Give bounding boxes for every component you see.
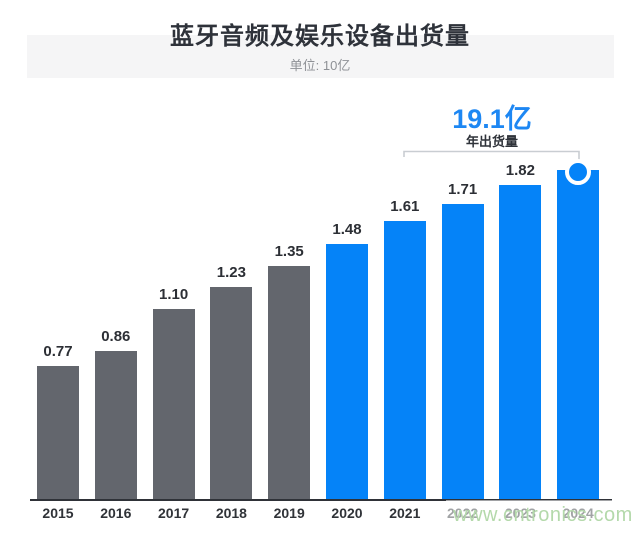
- header-band: [27, 35, 614, 78]
- watermark-text: www.cntronics.com: [446, 500, 640, 533]
- bar-value-label-2016: 0.86: [101, 327, 131, 345]
- chart-title: 蓝牙音频及娱乐设备出货量: [170, 23, 470, 50]
- bar-2024: [557, 169, 600, 499]
- bar-value-label-2019: 1.35: [274, 243, 304, 261]
- bar-2023: [499, 185, 542, 499]
- bar-value-label-2021: 1.61: [390, 198, 420, 216]
- annotation-sublabel: 年出货量: [465, 134, 518, 149]
- bar-2017: [152, 309, 195, 499]
- highlight-marker-dot: [565, 159, 591, 185]
- bar-value-label-2017: 1.10: [158, 286, 189, 304]
- bar-value-label-2023: 1.82: [505, 162, 535, 180]
- x-axis-label-2015: 2015: [42, 505, 74, 521]
- x-axis-label-2019: 2019: [273, 505, 305, 521]
- bar-value-label-2018: 1.23: [216, 263, 246, 281]
- bar-2019: [268, 266, 311, 499]
- annotation-headline: 19.1亿: [452, 104, 532, 134]
- annotation-bracket-line: [403, 150, 580, 161]
- x-axis-label-2016: 2016: [100, 505, 132, 521]
- x-axis-label-2018: 2018: [215, 505, 247, 521]
- x-axis-label-2017: 2017: [158, 505, 190, 521]
- bar-value-label-2020: 1.48: [332, 220, 362, 238]
- bar-2018: [210, 286, 253, 499]
- x-axis-label-2021: 2021: [389, 505, 421, 521]
- x-axis-label-2020: 2020: [331, 505, 363, 521]
- bar-value-label-2015: 0.77: [43, 343, 73, 361]
- chart-unit-subtitle: 单位: 10亿: [289, 58, 351, 73]
- bar-2020: [326, 243, 368, 499]
- bar-2022: [441, 204, 484, 499]
- bar-value-label-2022: 1.71: [447, 181, 478, 199]
- bar-2015: [37, 366, 79, 499]
- bar-2021: [383, 221, 426, 499]
- x-axis-line: [30, 499, 612, 501]
- bar-2016: [94, 350, 137, 499]
